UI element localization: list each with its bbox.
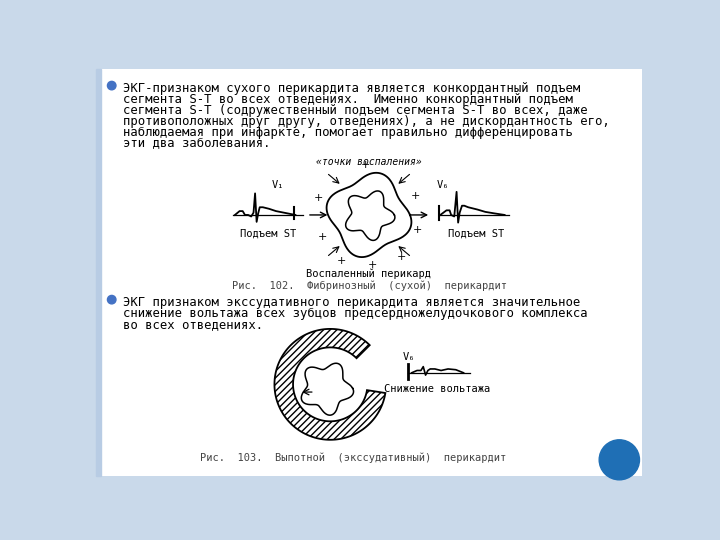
Text: +: + bbox=[337, 256, 346, 266]
Text: противоположных друг другу, отведениях), а не дискордантность его,: противоположных друг другу, отведениях),… bbox=[122, 115, 609, 128]
Polygon shape bbox=[327, 173, 411, 257]
Circle shape bbox=[599, 440, 639, 480]
Text: снижение вольтажа всех зубцов предсердножелудочкового комплекса: снижение вольтажа всех зубцов предсердно… bbox=[122, 307, 588, 320]
Text: наблюдаемая при инфаркте, помогает правильно дифференцировать: наблюдаемая при инфаркте, помогает прави… bbox=[122, 126, 572, 139]
Text: «точки воспаления»: «точки воспаления» bbox=[316, 157, 422, 167]
Circle shape bbox=[107, 295, 116, 304]
Text: +: + bbox=[314, 193, 323, 203]
Text: +: + bbox=[368, 260, 377, 270]
Text: +: + bbox=[318, 232, 327, 241]
Circle shape bbox=[107, 82, 116, 90]
Text: +: + bbox=[397, 252, 406, 262]
Text: Подъем ST: Подъем ST bbox=[448, 229, 504, 239]
Polygon shape bbox=[274, 329, 385, 440]
Polygon shape bbox=[346, 191, 395, 240]
Text: V₆: V₆ bbox=[403, 352, 415, 362]
Text: эти два заболевания.: эти два заболевания. bbox=[122, 138, 270, 151]
Text: V₁: V₁ bbox=[272, 180, 284, 190]
Text: V₆: V₆ bbox=[436, 180, 449, 190]
Text: +: + bbox=[361, 160, 370, 170]
Text: сегмента S-T (содружественный подъем сегмента S-T во всех, даже: сегмента S-T (содружественный подъем сег… bbox=[122, 104, 588, 117]
Text: Снижение вольтажа: Снижение вольтажа bbox=[384, 383, 490, 394]
Text: во всех отведениях.: во всех отведениях. bbox=[122, 318, 263, 331]
Bar bbox=[96, 70, 101, 476]
Text: +: + bbox=[411, 191, 420, 201]
Text: Рис.  102.  Фибринозный  (сухой)  перикардит: Рис. 102. Фибринозный (сухой) перикардит bbox=[232, 280, 506, 291]
Text: ЭКГ признаком экссудативного перикардита является значительное: ЭКГ признаком экссудативного перикардита… bbox=[122, 296, 580, 309]
Text: ЭКГ-признаком сухого перикардита является конкордантный подъем: ЭКГ-признаком сухого перикардита являетс… bbox=[122, 82, 580, 94]
Text: Воспаленный перикард: Воспаленный перикард bbox=[307, 269, 431, 279]
Text: сегмента S-T во всех отведениях.  Именно конкордантный подъем: сегмента S-T во всех отведениях. Именно … bbox=[122, 93, 572, 106]
Text: +: + bbox=[413, 225, 422, 235]
Text: Подъем ST: Подъем ST bbox=[240, 229, 297, 239]
Polygon shape bbox=[301, 363, 354, 415]
Text: Рис.  103.  Выпотной  (экссудативный)  перикардит: Рис. 103. Выпотной (экссудативный) перик… bbox=[200, 452, 507, 463]
FancyBboxPatch shape bbox=[96, 70, 642, 476]
